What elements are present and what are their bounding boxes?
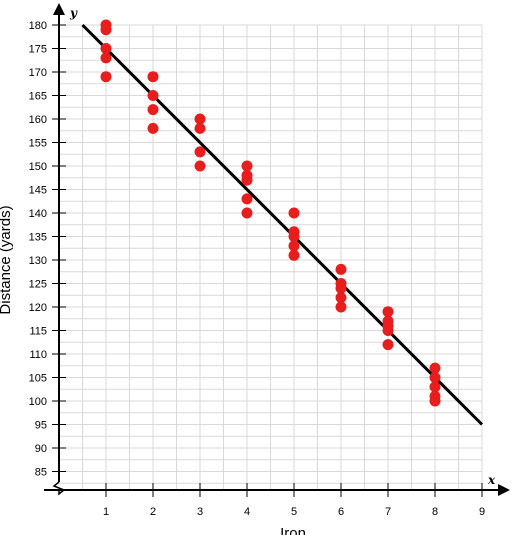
y-tick-label: 165 [29,91,47,103]
y-axis-letter: y [69,6,78,20]
data-point [100,71,112,83]
y-tick-label: 155 [29,138,47,150]
y-tick-label: 160 [29,114,47,126]
y-tick-label: 145 [29,185,47,197]
x-axis-letter: x [487,473,496,487]
y-tick-label: 150 [29,161,47,173]
y-tick-label: 105 [29,373,47,385]
y-tick-label: 180 [29,20,47,32]
data-point [429,395,441,407]
data-point [382,306,394,318]
data-points [100,19,441,407]
x-tick-label: 6 [338,506,344,518]
data-point [335,301,347,313]
x-tick-label: 9 [479,506,485,518]
data-point [147,71,159,83]
data-point [241,193,253,205]
data-point [100,24,112,36]
data-point [429,362,441,374]
data-point [100,52,112,64]
y-tick-label: 140 [29,208,47,220]
x-tick-label: 3 [197,506,203,518]
data-point [194,113,206,125]
data-point [194,146,206,158]
x-tick-label: 8 [432,506,438,518]
data-point [288,240,300,252]
y-tick-label: 175 [29,44,47,56]
data-point [194,122,206,134]
data-point [288,207,300,219]
data-point [335,292,347,304]
data-point [241,207,253,219]
y-axis-title: Distance (yards) [0,205,14,314]
data-point [288,231,300,242]
y-tick-label: 100 [29,396,47,408]
axes [44,3,510,497]
data-point [100,43,112,54]
y-tick-label: 95 [35,420,47,432]
y-tick-label: 110 [29,349,47,361]
y-tick-label: 125 [29,279,47,291]
y-axis-arrow [53,3,65,15]
trend-line-layer [81,23,484,426]
y-tick-label: 115 [29,326,47,338]
y-tick-label: 135 [29,232,47,244]
x-axis-title: Iron [280,525,306,535]
x-axis-arrow [498,484,510,496]
data-point [335,263,347,275]
y-tick-label: 85 [35,467,47,479]
y-tick-label: 90 [35,443,47,455]
data-point [147,90,159,101]
data-point [241,160,253,172]
data-point [241,174,253,186]
x-tick-label: 7 [385,506,391,518]
data-point [194,160,206,172]
x-tick-label: 2 [150,506,156,518]
trend-line [81,23,484,426]
grid [59,24,483,490]
y-tick-label: 120 [29,302,47,314]
y-tick-label: 170 [29,67,47,79]
data-point [288,249,300,261]
data-point [429,381,441,393]
data-point [147,104,159,116]
data-point [382,339,394,351]
data-point [429,372,441,383]
y-axis-break [52,481,66,496]
data-point [382,325,394,336]
y-tick-label: 130 [29,255,47,267]
x-tick-label: 4 [244,506,250,518]
data-point [147,122,159,134]
x-tick-label: 5 [291,506,297,518]
x-tick-label: 1 [103,506,109,518]
tick-labels: 8590951001051101151201251301351401451501… [29,20,485,518]
data-point [335,282,347,294]
